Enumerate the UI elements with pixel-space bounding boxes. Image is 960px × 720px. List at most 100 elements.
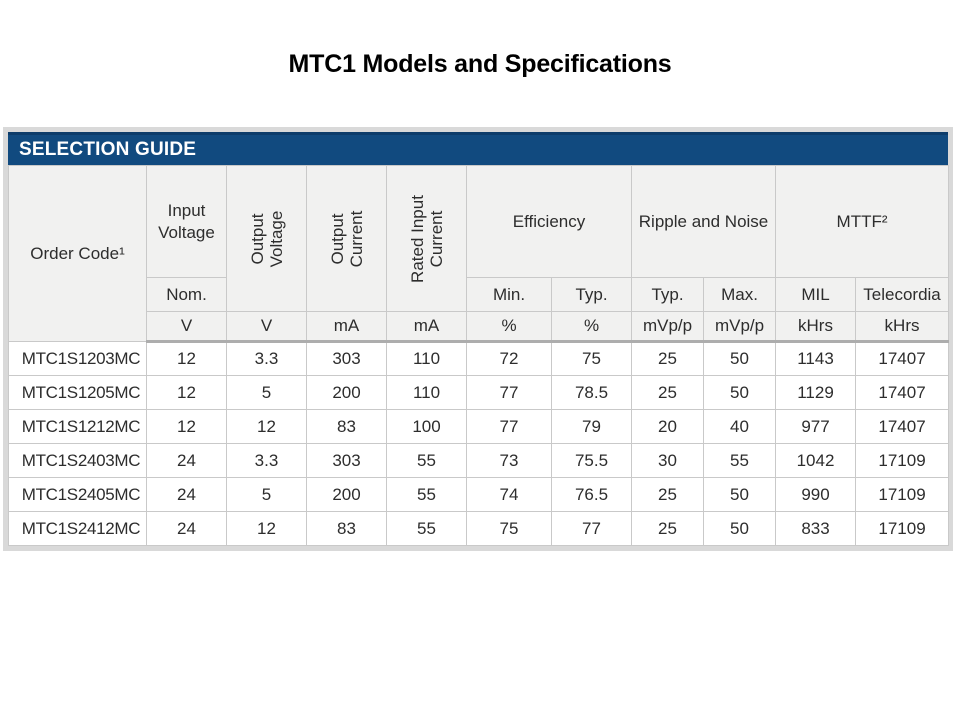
data-cell: 74	[466, 477, 552, 512]
data-cell: 75	[466, 511, 552, 546]
data-cell: 17407	[855, 341, 950, 376]
header-output-voltage-label: Output Voltage	[247, 210, 286, 267]
data-cell: 1143	[775, 341, 857, 376]
data-cell: 200	[306, 375, 387, 410]
data-cell: 5	[226, 375, 307, 410]
data-cell: 25	[631, 341, 705, 376]
table-row: MTC1S1205MC 12 5 200 110 77 78.5 25 50 1…	[8, 375, 950, 410]
data-cell: 79	[550, 409, 633, 444]
table-row: MTC1S1212MC 12 12 83 100 77 79 20 40 977…	[8, 409, 950, 444]
subheader-ripple-typ: Typ.	[631, 277, 705, 312]
unit-cell: mA	[386, 311, 467, 343]
header-output-current-label: Output Current	[327, 210, 366, 267]
subheader-mil: MIL	[775, 277, 857, 312]
data-cell: 303	[306, 443, 387, 478]
data-cell: 25	[631, 511, 705, 546]
data-cell: 12	[226, 409, 307, 444]
unit-cell: %	[550, 311, 633, 343]
data-cell: 55	[703, 443, 777, 478]
data-cell: 12	[226, 511, 307, 546]
data-cell: 30	[631, 443, 705, 478]
data-cell: 17407	[855, 375, 950, 410]
data-cell: 3.3	[226, 443, 307, 478]
header-rated-input-current: Rated Input Current	[386, 165, 467, 312]
header-row-main: Order Code¹ Input Voltage Output Voltage…	[8, 165, 950, 342]
header-row-units: V V mA mA % % mVp/p mVp/p kHrs kHrs	[9, 311, 950, 343]
data-cell: 75	[550, 341, 633, 376]
selection-guide-header: SELECTION GUIDE	[8, 132, 948, 165]
unit-cell: %	[466, 311, 552, 343]
data-cell: 17109	[855, 511, 950, 546]
unit-cell: mVp/p	[703, 311, 777, 343]
table-row: MTC1S2412MC 24 12 83 55 75 77 25 50 833 …	[8, 511, 950, 546]
order-code-cell: MTC1S2412MC	[8, 511, 147, 546]
data-cell: 17109	[855, 477, 950, 512]
data-cell: 77	[466, 409, 552, 444]
data-cell: 50	[703, 511, 777, 546]
data-cell: 110	[386, 341, 467, 376]
header-order-code: Order Code¹	[8, 165, 147, 342]
data-cell: 76.5	[550, 477, 633, 512]
data-cell: 83	[306, 511, 387, 546]
data-cell: 24	[146, 477, 227, 512]
data-cell: 50	[703, 477, 777, 512]
data-cell: 977	[775, 409, 857, 444]
data-cell: 24	[146, 511, 227, 546]
subheader-telecordia: Telecordia	[855, 277, 950, 312]
data-cell: 12	[146, 375, 227, 410]
data-cell: 78.5	[550, 375, 633, 410]
data-cell: 55	[386, 443, 467, 478]
order-code-cell: MTC1S2403MC	[8, 443, 147, 478]
data-cell: 50	[703, 341, 777, 376]
header-row-sub: Nom. Min. Typ. Typ. Max. MIL Telecordia	[9, 277, 950, 312]
unit-cell: kHrs	[775, 311, 857, 343]
data-cell: 12	[146, 409, 227, 444]
spec-table: Order Code¹ Input Voltage Output Voltage…	[8, 165, 950, 546]
subheader-ripple-max: Max.	[703, 277, 777, 312]
order-code-cell: MTC1S1203MC	[8, 341, 147, 376]
data-cell: 24	[146, 443, 227, 478]
table-row: MTC1S2405MC 24 5 200 55 74 76.5 25 50 99…	[8, 477, 950, 512]
data-cell: 12	[146, 341, 227, 376]
order-code-cell: MTC1S1205MC	[8, 375, 147, 410]
data-cell: 25	[631, 375, 705, 410]
data-cell: 25	[631, 477, 705, 512]
data-cell: 303	[306, 341, 387, 376]
header-ripple-and-noise: Ripple and Noise	[631, 165, 777, 278]
data-cell: 55	[386, 477, 467, 512]
data-cell: 100	[386, 409, 467, 444]
unit-cell: V	[146, 311, 227, 343]
unit-cell: kHrs	[855, 311, 950, 343]
order-code-cell: MTC1S2405MC	[8, 477, 147, 512]
data-cell: 1042	[775, 443, 857, 478]
selection-guide-panel: SELECTION GUIDE Order Code¹ Input Voltag…	[3, 127, 953, 551]
subheader-eff-min: Min.	[466, 277, 552, 312]
data-cell: 50	[703, 375, 777, 410]
data-cell: 200	[306, 477, 387, 512]
order-code-cell: MTC1S1212MC	[8, 409, 147, 444]
subheader-eff-typ: Typ.	[550, 277, 633, 312]
unit-cell: mVp/p	[631, 311, 705, 343]
table-row: MTC1S1203MC 12 3.3 303 110 72 75 25 50 1…	[8, 341, 950, 376]
data-cell: 1129	[775, 375, 857, 410]
unit-cell: mA	[306, 311, 387, 343]
header-rated-input-current-label: Rated Input Current	[407, 194, 446, 283]
data-cell: 110	[386, 375, 467, 410]
unit-cell: V	[226, 311, 307, 343]
data-cell: 990	[775, 477, 857, 512]
data-cell: 20	[631, 409, 705, 444]
data-cell: 83	[306, 409, 387, 444]
data-cell: 17109	[855, 443, 950, 478]
page-title: MTC1 Models and Specifications	[288, 50, 672, 78]
header-output-voltage: Output Voltage	[226, 165, 307, 312]
data-cell: 40	[703, 409, 777, 444]
table-row: MTC1S2403MC 24 3.3 303 55 73 75.5 30 55 …	[8, 443, 950, 478]
data-cell: 77	[466, 375, 552, 410]
data-cell: 73	[466, 443, 552, 478]
header-efficiency: Efficiency	[465, 165, 633, 278]
header-mttf: MTTF²	[775, 165, 950, 278]
data-cell: 72	[466, 341, 552, 376]
header-output-current: Output Current	[306, 165, 387, 312]
data-cell: 17407	[855, 409, 950, 444]
data-cell: 55	[386, 511, 467, 546]
